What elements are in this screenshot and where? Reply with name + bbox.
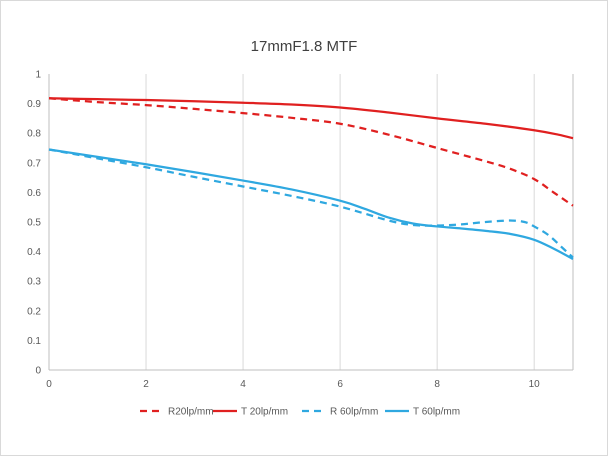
legend: R20lp/mm T 20lp/mm R 60lp/mm T 60lp/mm (140, 407, 460, 418)
y-tick-label: 0.4 (27, 247, 41, 258)
series-lines (48, 97, 574, 260)
y-tick-label: 0.2 (27, 306, 41, 317)
y-tick-label: 0.1 (27, 336, 41, 347)
y-tick-label: 0.5 (27, 218, 41, 229)
series-line-0 (48, 97, 574, 207)
series-line-3 (48, 148, 574, 260)
x-tick-label: 10 (529, 379, 541, 390)
y-tick-labels: 0 0.1 0.2 0.3 0.4 0.5 0.6 0.7 0.8 0.9 1 (27, 70, 41, 377)
legend-label-0: R20lp/mm (168, 407, 214, 418)
legend-label-1: T 20lp/mm (241, 407, 288, 418)
series-line-1 (48, 97, 574, 140)
y-tick-label: 0.3 (27, 277, 41, 288)
legend-label-2: R 60lp/mm (330, 407, 378, 418)
x-tick-labels: 0 2 4 6 8 10 (46, 379, 540, 390)
y-tick-label: 0.6 (27, 188, 41, 199)
x-tick-label: 8 (434, 379, 440, 390)
y-tick-label: 1 (35, 70, 41, 81)
x-tick-label: 0 (46, 379, 52, 390)
legend-label-3: T 60lp/mm (413, 407, 460, 418)
y-tick-label: 0.9 (27, 99, 41, 110)
x-tick-label: 6 (337, 379, 343, 390)
x-tick-label: 2 (143, 379, 149, 390)
y-tick-label: 0.8 (27, 129, 41, 140)
x-tick-label: 4 (240, 379, 246, 390)
chart-title: 17mmF1.8 MTF (251, 38, 358, 55)
y-tick-label: 0.7 (27, 158, 41, 169)
y-tick-label: 0 (35, 366, 41, 377)
axes (48, 74, 574, 371)
